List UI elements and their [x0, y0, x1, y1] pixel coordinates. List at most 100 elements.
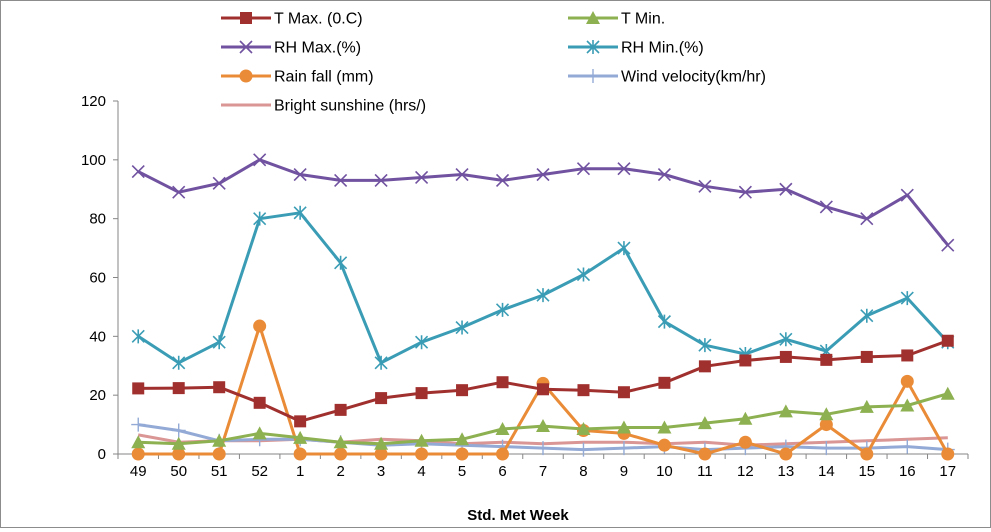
- plus-marker-shape: [900, 439, 915, 454]
- asterisk-marker-shape: [374, 355, 388, 370]
- data-point: [212, 433, 227, 447]
- asterisk-marker-shape: [495, 302, 510, 317]
- data-point: [900, 374, 914, 388]
- data-point: [657, 420, 672, 434]
- data-point: [941, 334, 954, 347]
- series-t-min: [131, 386, 955, 450]
- square-marker-shape: [253, 396, 266, 409]
- data-point: [536, 288, 550, 303]
- square-marker-shape: [496, 376, 509, 389]
- circle-marker-shape: [698, 447, 712, 461]
- data-point: [941, 447, 955, 461]
- triangle-marker-shape: [252, 426, 267, 440]
- y-tick-label: 20: [89, 387, 106, 404]
- asterisk-marker-shape: [698, 338, 712, 353]
- data-point: [536, 441, 550, 456]
- circle-marker-shape: [334, 447, 348, 461]
- asterisk-marker-shape: [455, 320, 469, 335]
- square-marker-shape: [820, 353, 833, 366]
- data-point: [617, 386, 630, 399]
- x-tick-label: 9: [620, 463, 628, 480]
- data-point: [819, 441, 834, 456]
- legend-item-wind-velocity-km-hr: Wind velocity(km/hr): [568, 69, 766, 86]
- triangle-marker-shape: [900, 398, 915, 412]
- triangle-marker-shape: [697, 416, 712, 430]
- data-point: [415, 387, 428, 400]
- data-point: [576, 267, 591, 282]
- data-point: [576, 421, 591, 435]
- x-marker-shape: [860, 212, 874, 226]
- data-point: [537, 383, 549, 396]
- x-marker-shape: [293, 167, 307, 182]
- data-point: [172, 185, 186, 199]
- data-point: [334, 403, 347, 416]
- triangle-marker-shape: [576, 421, 591, 435]
- data-point: [171, 436, 186, 450]
- data-point: [212, 447, 226, 461]
- data-point: [172, 447, 186, 461]
- x-tick-label: 2: [336, 463, 344, 480]
- data-point: [779, 182, 793, 196]
- legend-marker: [586, 69, 600, 83]
- plus-marker-shape: [586, 69, 600, 83]
- data-point: [779, 447, 793, 461]
- square-marker-shape: [860, 350, 873, 363]
- data-point: [900, 439, 915, 454]
- series-line: [137, 158, 949, 247]
- data-point: [374, 173, 388, 187]
- data-point: [617, 241, 631, 256]
- triangle-marker-shape: [859, 399, 874, 413]
- square-marker-shape: [294, 415, 307, 428]
- x-marker-shape: [617, 162, 631, 176]
- x-marker-shape: [415, 170, 429, 185]
- x-marker-shape: [941, 238, 955, 252]
- square-marker-shape: [739, 354, 752, 367]
- circle-marker-shape: [779, 447, 793, 461]
- asterisk-marker-shape: [334, 255, 348, 270]
- legend-marker: [586, 11, 600, 24]
- x-marker-shape: [900, 188, 914, 202]
- x-marker-shape: [576, 162, 591, 176]
- data-point: [697, 416, 712, 430]
- x-marker-shape: [239, 40, 253, 54]
- x-marker-shape: [657, 167, 671, 182]
- data-point: [131, 165, 145, 179]
- y-tick-label: 40: [89, 328, 106, 345]
- circle-marker-shape: [738, 435, 752, 449]
- data-point: [819, 407, 834, 421]
- data-point: [293, 205, 307, 220]
- x-tick-label: 50: [170, 463, 187, 480]
- data-point: [294, 415, 307, 428]
- data-point: [495, 421, 510, 435]
- triangle-marker-shape: [819, 407, 834, 421]
- triangle-marker-shape: [657, 420, 672, 434]
- data-point: [819, 200, 833, 214]
- x-marker-shape: [455, 167, 469, 182]
- square-marker-shape: [941, 334, 954, 347]
- triangle-marker-shape: [495, 421, 510, 435]
- data-point: [212, 176, 226, 190]
- circle-marker-shape: [131, 447, 145, 461]
- circle-marker-shape: [172, 447, 186, 461]
- circle-marker-shape: [496, 447, 510, 461]
- data-point: [779, 350, 792, 363]
- square-marker-shape: [617, 386, 630, 399]
- y-tick-label: 120: [81, 93, 106, 110]
- data-point: [900, 291, 914, 306]
- data-point: [334, 173, 348, 187]
- series-rh-min: [131, 205, 955, 370]
- x-tick-label: 12: [737, 463, 754, 480]
- data-point: [455, 167, 469, 182]
- data-point: [616, 441, 631, 456]
- asterisk-marker-shape: [900, 291, 914, 306]
- x-tick-label: 3: [377, 463, 385, 480]
- data-point: [213, 381, 226, 394]
- data-point: [414, 433, 429, 447]
- data-point: [739, 354, 752, 367]
- x-tick-label: 16: [899, 463, 916, 480]
- triangle-marker-shape: [940, 386, 955, 400]
- x-marker-shape: [698, 179, 712, 193]
- legend-item-rain-fall-mm: Rain fall (mm): [221, 69, 374, 86]
- square-marker-shape: [213, 381, 226, 394]
